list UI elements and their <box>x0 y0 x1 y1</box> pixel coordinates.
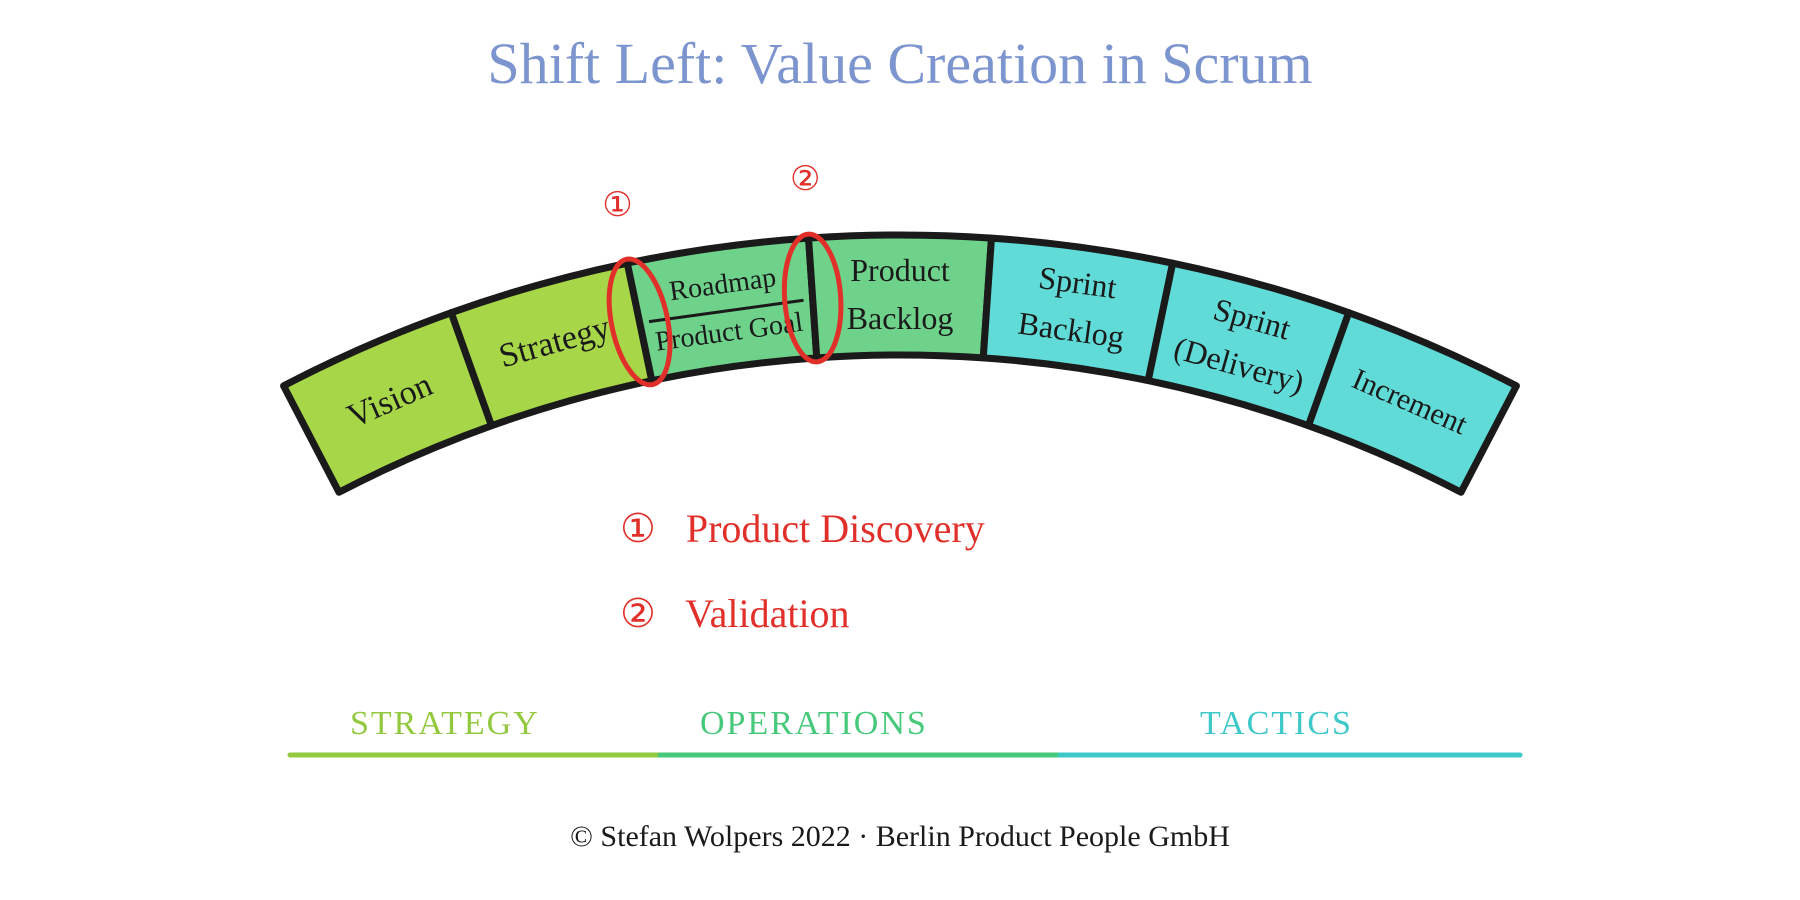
legend-item-1: ① Product Discovery <box>620 505 985 552</box>
svg-text:Product: Product <box>850 252 950 288</box>
marker-label: ② <box>790 161 820 198</box>
legend-text-1: Product Discovery <box>686 506 985 551</box>
marker-label: ① <box>602 187 632 224</box>
diagram-root: { "canvas": { "width": 1800, "height": 9… <box>0 0 1800 900</box>
copyright-footer: © Stefan Wolpers 2022 · Berlin Product P… <box>0 820 1800 854</box>
legend-text-2: Validation <box>685 591 849 636</box>
axis-group-label: OPERATIONS <box>700 705 928 742</box>
axis-group-label: STRATEGY <box>350 705 540 742</box>
arc-segment <box>983 238 1172 380</box>
axis-group-label: TACTICS <box>1200 705 1353 742</box>
legend-symbol-1: ① <box>620 506 656 551</box>
arc-diagram: VisionStrategyRoadmapProduct GoalProduct… <box>0 0 1800 900</box>
svg-text:Backlog: Backlog <box>847 300 954 336</box>
legend-symbol-2: ② <box>620 591 656 636</box>
legend-item-2: ② Validation <box>620 590 850 637</box>
